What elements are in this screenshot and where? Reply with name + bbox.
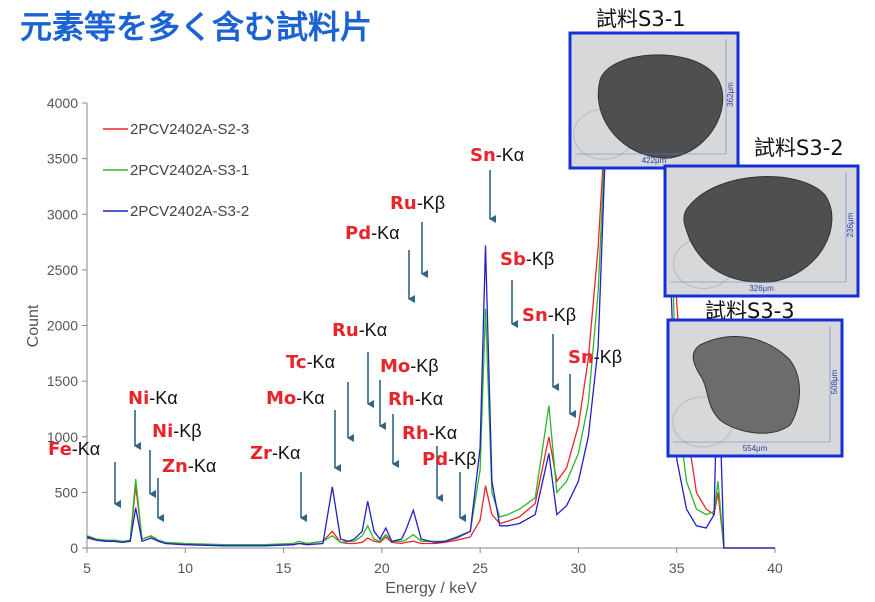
x-tick-label: 20: [374, 560, 390, 576]
x-tick-label: 40: [767, 560, 783, 576]
line-name: -Kα: [72, 439, 100, 459]
line-name: -Kα: [149, 388, 177, 408]
line-name: -Kβ: [173, 421, 201, 441]
element-name: Zr: [250, 443, 272, 464]
y-tick-label: 1000: [47, 429, 78, 445]
element-name: Mo: [266, 388, 296, 409]
line-name: -Kβ: [548, 305, 576, 325]
y-tick-label: 4000: [47, 95, 78, 111]
sample-particle: [683, 176, 833, 283]
width-scale: 326μm: [749, 284, 774, 293]
line-name: -Kα: [296, 388, 324, 408]
legend-label: 2PCV2402A-S3-1: [130, 162, 249, 179]
y-axis-label: Count: [25, 304, 42, 347]
element-name: Sn: [522, 305, 548, 326]
y-tick-label: 3000: [47, 206, 78, 222]
peak-label: Zr-Kα: [250, 443, 300, 464]
element-name: Ni: [128, 388, 149, 409]
line-name: -Kβ: [417, 193, 445, 213]
height-scale: 362μm: [726, 82, 735, 107]
line-name: -Kα: [371, 223, 399, 243]
line-name: -Kβ: [448, 449, 476, 469]
line-name: -Kα: [307, 352, 335, 372]
element-name: Zn: [162, 456, 188, 477]
x-tick-label: 5: [83, 560, 91, 576]
element-name: Pd: [422, 449, 448, 470]
peak-label: Ru-Kβ: [390, 193, 445, 214]
peak-label: Zn-Kα: [162, 456, 216, 477]
x-tick-label: 10: [177, 560, 193, 576]
line-name: -Kβ: [526, 249, 554, 269]
peak-label: Rh-Kα: [388, 389, 443, 410]
line-name: -Kβ: [594, 347, 622, 367]
x-tick-label: 35: [669, 560, 685, 576]
element-name: Tc: [286, 352, 307, 373]
element-name: Rh: [402, 423, 429, 444]
peak-label: Rh-Kα: [402, 423, 457, 444]
peak-label: Ni-Kα: [128, 388, 178, 409]
peak-label: Sn-Kβ: [522, 305, 576, 326]
peak-label: Pd-Kα: [345, 223, 399, 244]
element-name: Pd: [345, 223, 371, 244]
peak-label: Sn-Kα: [470, 145, 524, 166]
x-tick-label: 15: [276, 560, 292, 576]
element-name: Sn: [568, 347, 594, 368]
element-name: Ru: [332, 320, 359, 341]
peak-label: Mo-Kα: [266, 388, 325, 409]
element-name: Ni: [152, 421, 173, 442]
legend-label: 2PCV2402A-S3-2: [130, 203, 249, 220]
element-name: Sb: [500, 249, 526, 270]
line-name: -Kα: [359, 320, 387, 340]
y-tick-label: 2500: [47, 262, 78, 278]
x-axis-label: Energy / keV: [385, 580, 477, 597]
legend-label: 2PCV2402A-S2-3: [130, 121, 249, 138]
line-name: -Kα: [415, 389, 443, 409]
line-name: -Kα: [188, 456, 216, 476]
element-name: Ru: [390, 193, 417, 214]
y-tick-label: 2000: [47, 318, 78, 334]
peak-label: Tc-Kα: [286, 352, 335, 373]
x-tick-label: 25: [472, 560, 488, 576]
height-scale: 508μm: [830, 369, 839, 394]
peak-label: Sn-Kβ: [568, 347, 622, 368]
element-name: Mo: [380, 356, 410, 377]
y-tick-label: 500: [55, 484, 79, 500]
element-name: Fe: [48, 439, 72, 460]
line-name: -Kα: [429, 423, 457, 443]
line-name: -Kα: [272, 443, 300, 463]
y-tick-label: 0: [70, 540, 78, 556]
y-tick-label: 1500: [47, 373, 78, 389]
element-name: Sn: [470, 145, 496, 166]
height-scale: 236μm: [846, 212, 855, 237]
peak-label: Fe-Kα: [48, 439, 100, 460]
peak-label: Sb-Kβ: [500, 249, 554, 270]
image-label: 試料S3-2: [754, 136, 844, 160]
sample-particle: [597, 54, 724, 159]
x-tick-label: 30: [571, 560, 587, 576]
element-name: Rh: [388, 389, 415, 410]
peak-label: Pd-Kβ: [422, 449, 476, 470]
slide-title: 元素等を多く含む試料片: [20, 8, 372, 46]
image-label: 試料S3-1: [596, 7, 686, 31]
width-scale: 422μm: [642, 156, 667, 165]
line-name: -Kβ: [410, 356, 438, 376]
line-name: -Kα: [496, 145, 524, 165]
peak-label: Ni-Kβ: [152, 421, 202, 442]
width-scale: 554μm: [743, 444, 768, 453]
peak-label: Mo-Kβ: [380, 356, 439, 377]
y-tick-label: 3500: [47, 151, 78, 167]
peak-label: Ru-Kα: [332, 320, 387, 341]
sample-particle: [692, 336, 800, 434]
